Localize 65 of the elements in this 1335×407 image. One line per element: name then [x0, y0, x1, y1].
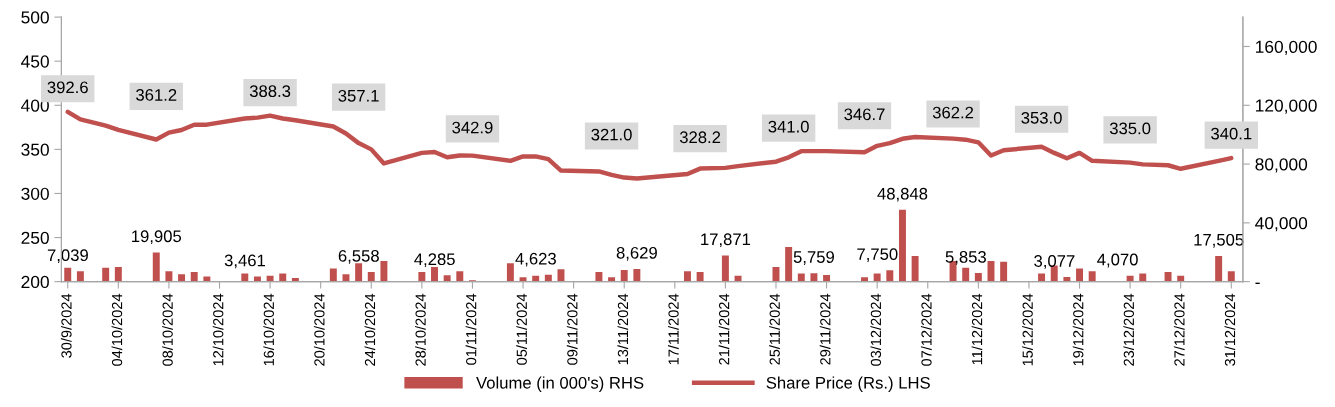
y2-tick-label: 160,000 [1256, 40, 1317, 55]
data-label: 328.2 [679, 131, 721, 144]
x-tick-label: 25/11/2024 [769, 293, 780, 365]
data-label: 346.7 [844, 108, 885, 121]
legend-label: Volume (in 000's) RHS [476, 376, 644, 392]
y-tick-label: 350 [21, 143, 49, 156]
data-label: 3,461 [224, 254, 265, 269]
data-label: 361.2 [136, 89, 177, 101]
data-label: 8,629 [616, 246, 657, 261]
data-label: 17,505 [1194, 233, 1244, 248]
x-tick-label: 05/11/2024 [516, 293, 527, 365]
x-tick-label: 04/10/2024 [111, 293, 123, 366]
y2-tick-label: - [1255, 282, 1260, 284]
x-tick-label: 29/11/2024 [819, 293, 831, 365]
x-tick-label: 13/11/2024 [617, 293, 629, 365]
data-label: 392.6 [47, 81, 88, 94]
data-label: 7,039 [47, 249, 88, 264]
x-tick-label: 24/10/2024 [364, 293, 376, 366]
data-label: 341.0 [768, 120, 809, 133]
legend-label: Share Price (Rs.) LHS [766, 376, 930, 392]
x-tick-label: 07/12/2024 [920, 293, 932, 366]
x-tick-label: 27/12/2024 [1173, 293, 1185, 366]
y2-tick-label: 80,000 [1255, 158, 1308, 173]
x-tick-label: 19/12/2024 [1072, 293, 1084, 366]
y2-tick-label: 40,000 [1255, 217, 1308, 232]
data-label: 353.0 [1021, 111, 1062, 124]
y-tick-label: 450 [21, 55, 49, 68]
data-label: 335.0 [1109, 122, 1151, 135]
x-tick-label: 28/10/2024 [415, 293, 426, 366]
x-tick-label: 17/11/2024 [668, 293, 679, 365]
x-tick-label: 01/11/2024 [465, 293, 477, 365]
x-tick-label: 20/10/2024 [313, 293, 325, 366]
x-tick-label: 11/12/2024 [971, 293, 983, 365]
data-label: 388.3 [249, 85, 291, 98]
x-tick-label: 08/10/2024 [162, 293, 173, 366]
data-label: 342.9 [452, 121, 493, 134]
data-label: 362.2 [932, 106, 974, 119]
x-tick-label: 16/10/2024 [263, 293, 275, 366]
x-tick-label: 23/12/2024 [1123, 293, 1135, 366]
data-label: 4,070 [1097, 253, 1138, 268]
x-tick-label: 12/10/2024 [212, 293, 224, 366]
data-label: 17,871 [701, 233, 751, 248]
x-tick-label: 30/9/2024 [60, 293, 72, 358]
x-tick-label: 31/12/2024 [1224, 293, 1236, 366]
data-label: 48,848 [877, 187, 928, 202]
x-tick-label: 03/12/2024 [870, 293, 882, 366]
y-tick-label: 500 [21, 11, 49, 24]
y-tick-label: 300 [21, 187, 49, 200]
x-tick-label: 21/11/2024 [718, 293, 730, 365]
data-label: 19,905 [132, 230, 182, 245]
data-label: 340.1 [1211, 127, 1252, 140]
x-tick-label: 15/12/2024 [1022, 293, 1033, 366]
x-tick-label: 09/11/2024 [566, 293, 578, 365]
data-label: 7,750 [857, 248, 898, 262]
data-label: 6,558 [338, 249, 379, 264]
data-label: 321.0 [591, 128, 632, 141]
data-label: 4,623 [515, 252, 556, 267]
data-label: 3,077 [1034, 255, 1075, 269]
data-label: 5,853 [945, 251, 986, 265]
data-label: 4,285 [414, 253, 455, 268]
data-label: 357.1 [338, 89, 379, 102]
y-tick-label: 250 [21, 231, 49, 245]
y-tick-label: 200 [21, 275, 49, 289]
y2-tick-label: 120,000 [1256, 99, 1317, 114]
data-label: 5,759 [793, 251, 834, 265]
